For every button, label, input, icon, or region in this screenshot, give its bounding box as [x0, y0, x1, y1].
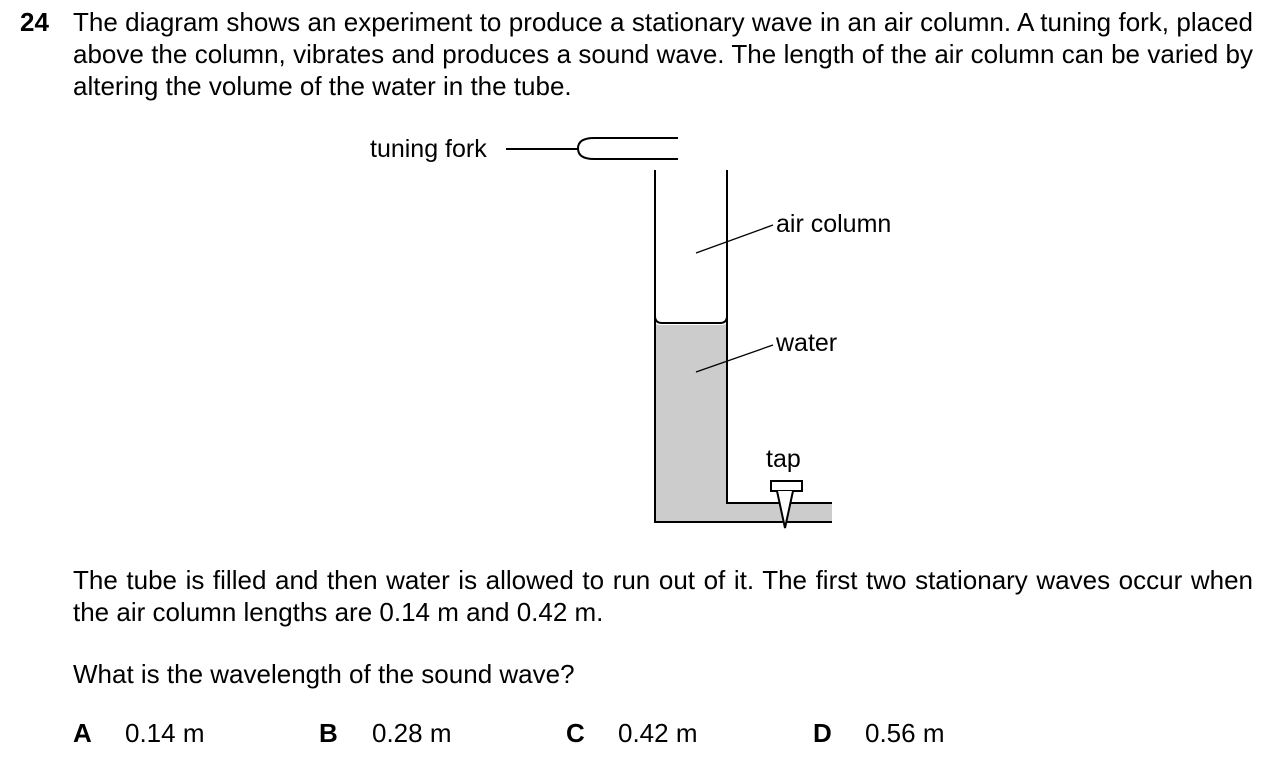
option-b-letter[interactable]: B	[319, 718, 338, 748]
tap-icon	[770, 480, 803, 529]
option-d-value[interactable]: 0.56 m	[865, 718, 945, 748]
tuning-fork-icon	[506, 137, 678, 160]
option-a-value[interactable]: 0.14 m	[125, 718, 205, 748]
tube-inner-wall	[726, 170, 832, 504]
question-prompt: What is the wavelength of the sound wave…	[73, 659, 575, 689]
air-column-leader	[695, 224, 774, 254]
question-body: The tube is filled and then water is all…	[73, 565, 1253, 627]
water-leader	[695, 344, 774, 373]
option-c-value[interactable]: 0.42 m	[618, 718, 698, 748]
tuning-fork-label: tuning fork	[370, 135, 487, 163]
water-surface	[654, 315, 728, 324]
tap-label: tap	[766, 445, 801, 473]
option-c-letter[interactable]: C	[566, 718, 585, 748]
option-d-letter[interactable]: D	[813, 718, 832, 748]
option-b-value[interactable]: 0.28 m	[372, 718, 452, 748]
answer-options: A 0.14 m B 0.28 m C 0.42 m D 0.56 m	[0, 716, 1280, 750]
question-number: 24	[20, 7, 49, 37]
air-column-label: air column	[776, 210, 891, 238]
water-label: water	[775, 329, 837, 357]
option-a-letter[interactable]: A	[73, 718, 92, 748]
tube-outline	[654, 170, 832, 523]
experiment-diagram: tuning fork air column water tap	[370, 135, 891, 529]
question-intro: The diagram shows an experiment to produ…	[73, 7, 1253, 101]
